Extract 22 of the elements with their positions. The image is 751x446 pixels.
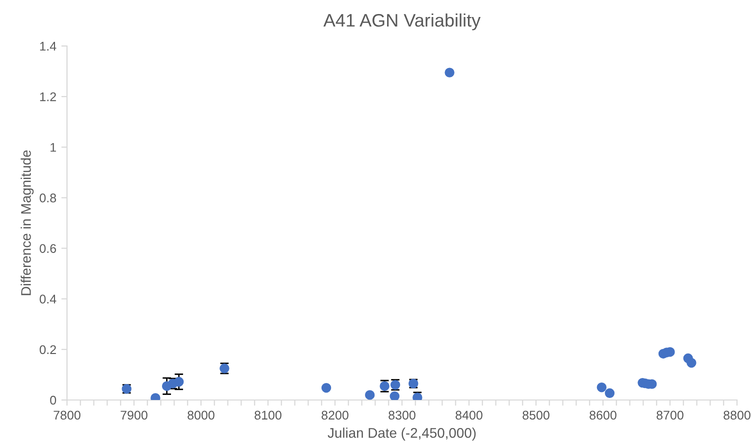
x-tick-label: 8500: [522, 410, 550, 420]
x-tick-label: 8600: [590, 410, 616, 420]
x-tick-label: 8400: [456, 410, 482, 420]
chart-title: A41 AGN Variability: [323, 13, 481, 30]
x-tick-label: 8700: [656, 410, 684, 420]
y-tick-label: 1: [50, 143, 56, 152]
y-axis-title: Difference in Magnitude: [20, 150, 34, 296]
y-tick-label: 1.2: [40, 92, 56, 102]
y-tick-label: 1.4: [40, 42, 56, 51]
x-tick-label: 8100: [254, 410, 282, 420]
x-tick-label: 8000: [188, 410, 214, 420]
y-tick-label: 0: [50, 396, 56, 405]
y-tick-label: 0.2: [40, 345, 56, 354]
y-tick-label: 0.8: [40, 194, 56, 202]
y-tick-label: 0.6: [40, 244, 56, 253]
x-tick-label: 8300: [388, 410, 416, 420]
x-axis-title: Julian Date (-2,450,000): [328, 428, 476, 441]
y-tick-label: 0.4: [40, 294, 56, 304]
x-tick-label: 7900: [120, 410, 148, 420]
x-tick-label: 8800: [724, 410, 750, 420]
x-tick-label: 7800: [54, 410, 80, 420]
x-tick-label: 8200: [322, 410, 348, 420]
